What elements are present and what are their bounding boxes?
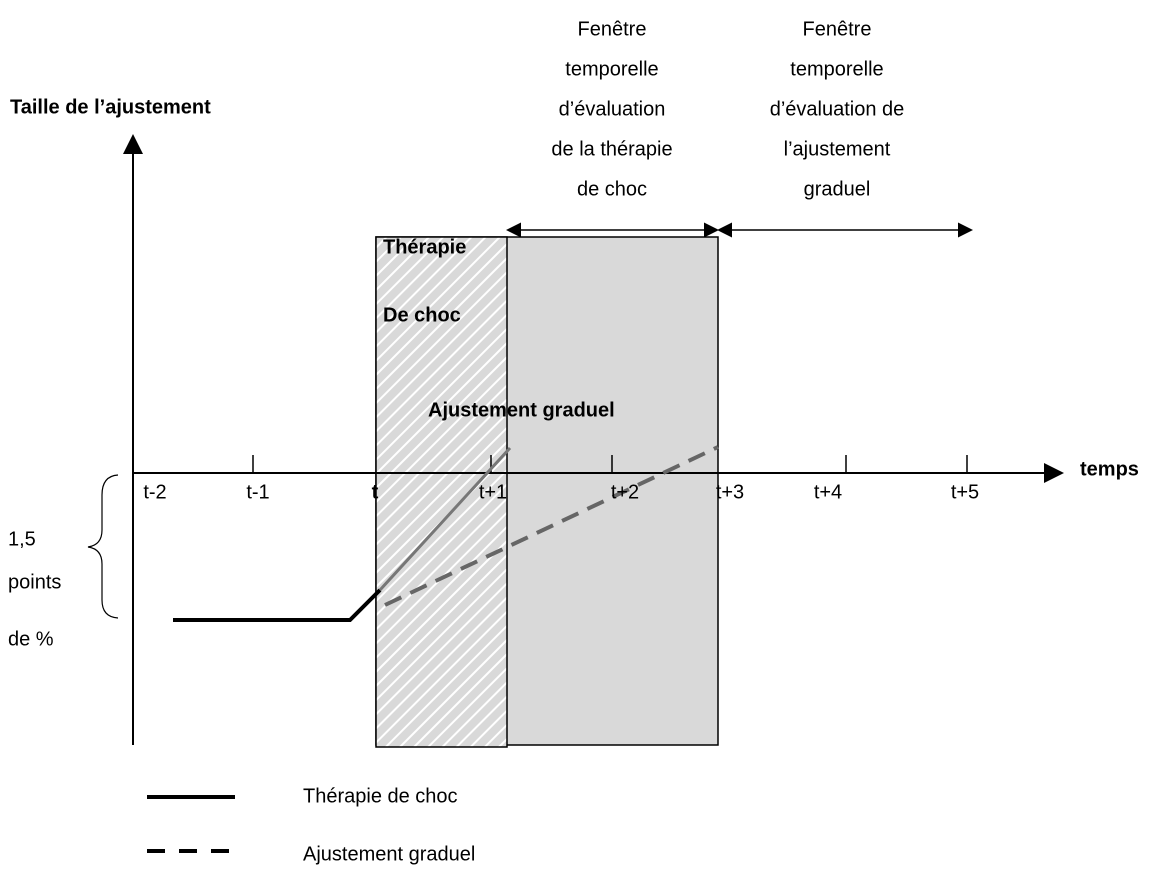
tick-label: t: [372, 481, 379, 503]
tick-label: t+1: [479, 481, 507, 503]
shock-path: [378, 446, 512, 592]
scale-label: de %: [8, 628, 54, 650]
tick-label: t-2: [143, 481, 166, 503]
tick-label: t+2: [611, 481, 639, 503]
x-label: temps: [1080, 458, 1139, 480]
window-label: temporelle: [565, 58, 658, 80]
legend-label: Ajustement graduel: [303, 843, 475, 865]
region-label: Ajustement graduel: [428, 399, 615, 421]
window-label: l’ajustement: [784, 138, 891, 160]
legend-label: Thérapie de choc: [303, 785, 458, 807]
tick-label: t+4: [814, 481, 842, 503]
brace: [87, 474, 119, 619]
scale-label: points: [8, 571, 61, 593]
window-label: d’évaluation de: [770, 98, 905, 120]
window-label: temporelle: [790, 58, 883, 80]
window-label: d’évaluation: [559, 98, 666, 120]
window-label: Fenêtre: [578, 18, 647, 40]
y-label: Taille de l’ajustement: [10, 96, 211, 118]
region-label: De choc: [383, 304, 461, 326]
window-label: graduel: [804, 178, 871, 200]
tick-label: t-1: [246, 481, 269, 503]
region-label: Thérapie: [383, 236, 466, 258]
gradual-path: [384, 445, 719, 607]
window-label: de choc: [577, 178, 647, 200]
scale-label: 1,5: [8, 528, 36, 550]
shock-path: [173, 588, 382, 622]
tick-label: t+5: [951, 481, 979, 503]
window-label: de la thérapie: [551, 138, 672, 160]
shock-region: [375, 236, 508, 748]
tick-label: t+3: [716, 481, 744, 503]
window-label: Fenêtre: [803, 18, 872, 40]
